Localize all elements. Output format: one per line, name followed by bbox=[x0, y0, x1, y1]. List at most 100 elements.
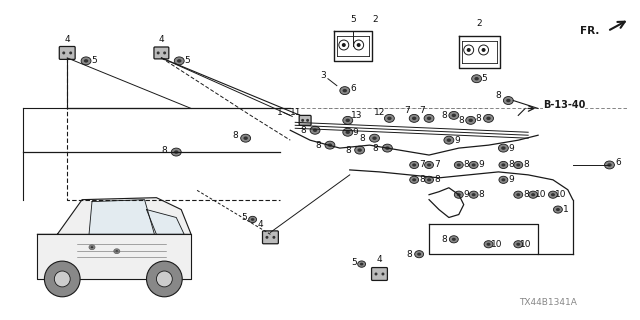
Ellipse shape bbox=[241, 134, 251, 142]
Ellipse shape bbox=[177, 59, 182, 63]
Ellipse shape bbox=[81, 57, 91, 65]
Circle shape bbox=[301, 119, 304, 122]
Ellipse shape bbox=[514, 241, 523, 248]
Circle shape bbox=[147, 261, 182, 297]
Ellipse shape bbox=[452, 114, 456, 117]
Ellipse shape bbox=[556, 208, 560, 211]
Ellipse shape bbox=[469, 191, 478, 198]
Ellipse shape bbox=[409, 114, 419, 122]
Text: 9: 9 bbox=[353, 128, 358, 137]
Ellipse shape bbox=[328, 143, 332, 147]
Circle shape bbox=[481, 48, 486, 52]
Text: 5: 5 bbox=[241, 213, 246, 222]
Text: 6: 6 bbox=[616, 158, 621, 167]
Text: 4: 4 bbox=[377, 255, 382, 264]
Text: 6: 6 bbox=[351, 84, 356, 93]
Circle shape bbox=[374, 273, 378, 276]
Ellipse shape bbox=[114, 249, 120, 253]
Circle shape bbox=[467, 48, 470, 52]
Text: 8: 8 bbox=[434, 175, 440, 184]
Ellipse shape bbox=[172, 148, 181, 156]
Ellipse shape bbox=[115, 250, 118, 252]
Ellipse shape bbox=[357, 148, 362, 152]
Ellipse shape bbox=[452, 238, 456, 241]
Text: 8: 8 bbox=[508, 160, 514, 170]
FancyBboxPatch shape bbox=[372, 268, 387, 280]
Text: 10: 10 bbox=[491, 240, 502, 249]
Ellipse shape bbox=[516, 164, 520, 166]
Ellipse shape bbox=[310, 126, 320, 134]
Ellipse shape bbox=[415, 251, 424, 258]
Text: 4: 4 bbox=[159, 35, 164, 44]
Ellipse shape bbox=[410, 161, 419, 169]
Text: 9: 9 bbox=[454, 136, 460, 145]
Ellipse shape bbox=[472, 75, 481, 83]
Text: 8: 8 bbox=[360, 134, 365, 143]
Ellipse shape bbox=[447, 139, 451, 142]
Ellipse shape bbox=[472, 164, 476, 166]
Ellipse shape bbox=[174, 57, 184, 65]
Ellipse shape bbox=[457, 164, 461, 166]
Circle shape bbox=[266, 236, 268, 239]
Text: 5: 5 bbox=[184, 56, 190, 65]
Text: 12: 12 bbox=[374, 108, 385, 117]
Text: 10: 10 bbox=[535, 190, 547, 199]
Ellipse shape bbox=[607, 163, 612, 167]
Circle shape bbox=[62, 52, 65, 54]
FancyBboxPatch shape bbox=[154, 47, 169, 59]
Ellipse shape bbox=[551, 193, 555, 196]
Ellipse shape bbox=[412, 164, 416, 166]
Ellipse shape bbox=[427, 116, 431, 120]
Text: 8: 8 bbox=[495, 91, 501, 100]
Text: 8: 8 bbox=[441, 111, 447, 120]
Ellipse shape bbox=[454, 161, 463, 169]
Text: 11: 11 bbox=[289, 108, 301, 117]
Ellipse shape bbox=[410, 176, 419, 183]
Text: 8: 8 bbox=[419, 175, 425, 184]
Ellipse shape bbox=[346, 131, 350, 134]
Text: TX44B1341A: TX44B1341A bbox=[519, 298, 577, 307]
Text: 10: 10 bbox=[555, 190, 566, 199]
Text: 8: 8 bbox=[479, 190, 484, 199]
Ellipse shape bbox=[506, 99, 511, 102]
Text: 8: 8 bbox=[345, 146, 351, 155]
Circle shape bbox=[156, 271, 172, 287]
Text: 8: 8 bbox=[406, 250, 412, 259]
Text: 7: 7 bbox=[404, 106, 410, 115]
Ellipse shape bbox=[412, 116, 417, 120]
Ellipse shape bbox=[342, 89, 347, 92]
Ellipse shape bbox=[486, 116, 491, 120]
Polygon shape bbox=[147, 210, 184, 234]
Text: 8: 8 bbox=[524, 160, 529, 170]
Ellipse shape bbox=[486, 243, 490, 246]
Text: 8: 8 bbox=[161, 146, 167, 155]
Ellipse shape bbox=[501, 146, 506, 150]
Text: 13: 13 bbox=[351, 111, 362, 120]
Text: 1: 1 bbox=[563, 205, 569, 214]
Ellipse shape bbox=[372, 136, 377, 140]
Ellipse shape bbox=[417, 252, 421, 256]
Text: 8: 8 bbox=[464, 160, 470, 170]
Text: 8: 8 bbox=[524, 190, 529, 199]
Ellipse shape bbox=[346, 119, 350, 122]
Ellipse shape bbox=[385, 146, 390, 150]
Ellipse shape bbox=[424, 176, 433, 183]
Text: 4: 4 bbox=[258, 220, 263, 229]
Text: FR.: FR. bbox=[580, 26, 600, 36]
Ellipse shape bbox=[514, 161, 523, 169]
Ellipse shape bbox=[548, 191, 557, 198]
Text: 8: 8 bbox=[300, 126, 306, 135]
Circle shape bbox=[69, 52, 72, 54]
Text: 5: 5 bbox=[482, 74, 488, 83]
Text: 8: 8 bbox=[476, 114, 481, 123]
Text: 8: 8 bbox=[372, 144, 378, 153]
Ellipse shape bbox=[340, 87, 349, 95]
Text: B-13-40: B-13-40 bbox=[543, 100, 586, 110]
Ellipse shape bbox=[251, 218, 254, 221]
Ellipse shape bbox=[343, 116, 353, 124]
Text: 7: 7 bbox=[434, 160, 440, 170]
Ellipse shape bbox=[468, 119, 473, 122]
Ellipse shape bbox=[243, 136, 248, 140]
Text: 3: 3 bbox=[320, 71, 326, 80]
Ellipse shape bbox=[514, 191, 523, 198]
